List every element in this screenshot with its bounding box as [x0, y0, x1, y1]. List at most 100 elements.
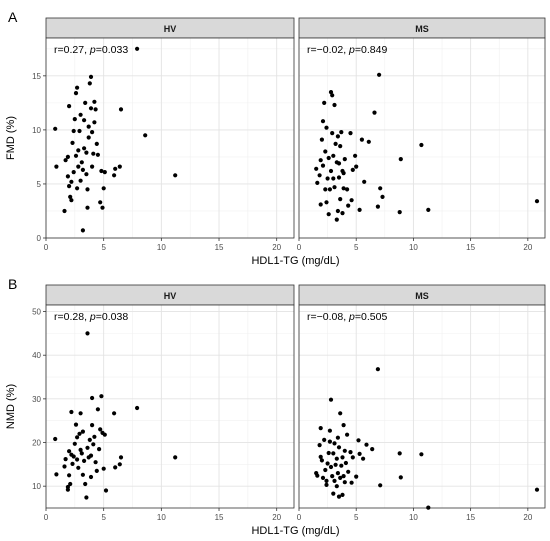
- data-point: [341, 171, 346, 176]
- facet-strip-label: HV: [164, 24, 177, 34]
- data-point: [112, 173, 117, 178]
- data-point: [67, 473, 72, 478]
- facet-strip-label: HV: [164, 291, 177, 301]
- data-point: [370, 447, 375, 452]
- data-point: [76, 148, 81, 153]
- data-point: [419, 452, 424, 457]
- data-point: [340, 492, 345, 497]
- data-point: [325, 176, 330, 181]
- data-point: [397, 451, 402, 456]
- data-point: [84, 150, 89, 155]
- data-point: [88, 106, 94, 111]
- y-tick-label: 40: [32, 351, 41, 360]
- x-tick-label: 0: [297, 243, 302, 252]
- data-point: [350, 455, 355, 460]
- data-point: [341, 474, 346, 479]
- data-point: [336, 445, 342, 450]
- data-point: [315, 473, 320, 478]
- y-axis-title: FMD (%): [5, 116, 17, 160]
- data-point: [320, 475, 326, 480]
- data-point: [419, 142, 424, 148]
- x-tick-label: 5: [101, 243, 106, 252]
- data-point: [79, 451, 84, 456]
- annotation-r: r=0.27,: [54, 44, 90, 56]
- data-point: [340, 211, 345, 216]
- data-point: [80, 167, 85, 172]
- data-point: [339, 463, 344, 468]
- data-point: [85, 187, 90, 192]
- data-point: [87, 81, 92, 86]
- y-tick-label: 5: [37, 180, 42, 189]
- data-point: [334, 217, 339, 222]
- data-point: [324, 125, 329, 130]
- annotation-r: r=0.28,: [54, 311, 90, 323]
- facet-hv: HV 0 5 10 15 20 10 20 30 40 50 r=0.28, p=0.038: [32, 284, 295, 522]
- data-point: [333, 462, 338, 467]
- data-point: [366, 139, 371, 144]
- data-point: [113, 166, 118, 171]
- data-point: [78, 178, 83, 183]
- facet-strip-label: MS: [415, 291, 429, 301]
- data-point: [397, 210, 402, 215]
- data-point: [342, 480, 347, 485]
- data-point: [328, 168, 334, 174]
- data-point: [63, 158, 68, 163]
- data-point: [75, 457, 80, 462]
- data-point: [118, 107, 124, 112]
- data-point: [83, 100, 88, 105]
- data-point: [97, 447, 102, 452]
- panel-border: [45, 304, 295, 509]
- data-point: [378, 186, 383, 191]
- annotation-p-symbol: p: [89, 311, 96, 323]
- data-point: [322, 100, 327, 105]
- x-tick-label: 0: [297, 513, 302, 522]
- data-point: [67, 449, 72, 454]
- data-point: [69, 198, 74, 203]
- data-point: [88, 453, 94, 458]
- data-point: [90, 130, 95, 135]
- data-point: [173, 173, 178, 178]
- data-point: [69, 409, 74, 415]
- data-point: [78, 112, 83, 117]
- data-point: [326, 450, 331, 456]
- data-point: [356, 438, 361, 443]
- y-tick-label: 15: [32, 72, 41, 81]
- correlation-annotation: r=−0.02, p=0.849: [307, 44, 387, 56]
- data-point: [101, 186, 106, 191]
- panel-letter: A: [8, 9, 18, 25]
- data-point: [99, 394, 104, 399]
- data-point: [335, 471, 340, 476]
- data-point: [93, 107, 98, 112]
- data-point: [349, 198, 354, 203]
- data-point: [102, 432, 107, 437]
- annotation-p-symbol: p: [348, 311, 355, 323]
- plot-area: [299, 38, 545, 238]
- data-point: [326, 155, 331, 161]
- data-point: [88, 474, 94, 480]
- data-point: [341, 423, 346, 428]
- data-point: [348, 450, 353, 455]
- data-point: [91, 442, 96, 447]
- data-point: [345, 187, 350, 192]
- panel-letter: B: [8, 276, 17, 292]
- data-point: [328, 464, 334, 470]
- data-point: [357, 207, 362, 212]
- y-tick-label: 20: [32, 439, 41, 448]
- data-point: [333, 141, 338, 146]
- x-tick-label: 20: [523, 243, 532, 252]
- x-tick-label: 10: [157, 513, 166, 522]
- x-tick-label: 15: [466, 513, 475, 522]
- y-tick-label: 10: [32, 482, 41, 491]
- data-point: [94, 468, 99, 473]
- annotation-p-value: =0.505: [355, 311, 388, 323]
- x-tick-label: 10: [157, 243, 166, 252]
- data-point: [323, 149, 328, 154]
- data-point: [102, 170, 107, 175]
- correlation-annotation: r=0.27, p=0.033: [54, 44, 128, 56]
- data-point: [92, 120, 97, 125]
- data-point: [340, 455, 345, 460]
- data-point: [112, 411, 117, 416]
- data-point: [324, 200, 329, 205]
- data-point: [534, 487, 540, 492]
- x-tick-label: 5: [354, 513, 359, 522]
